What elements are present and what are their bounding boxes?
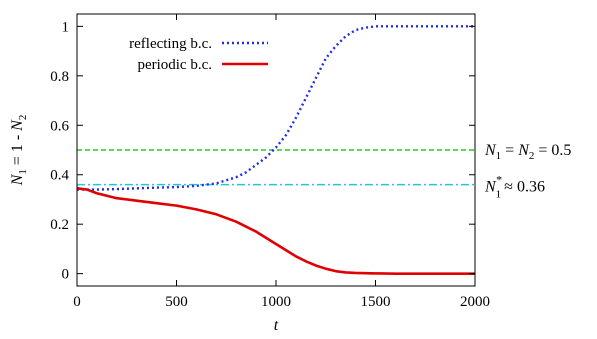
y-axis-label-n2: N xyxy=(9,119,26,132)
y-axis-label-sub2: 2 xyxy=(17,115,29,121)
x-tick-label-0: 0 xyxy=(73,294,81,310)
reference-lines xyxy=(77,149,475,186)
y-tick-label-5: 1 xyxy=(62,19,70,35)
legend-label-1: periodic b.c. xyxy=(137,57,212,73)
x-axis-label: t xyxy=(274,317,279,334)
y-tick-label-2: 0.4 xyxy=(50,168,69,184)
series-lines xyxy=(76,25,475,275)
annotation-star: N1* ≈ 0.36 xyxy=(484,173,545,201)
series-line-0 xyxy=(77,25,475,191)
y-tick-label-4: 0.8 xyxy=(50,69,69,85)
y-axis-label-sub1: 1 xyxy=(17,169,29,175)
x-tick-label-1: 500 xyxy=(165,294,188,310)
annotation-half: N1 = N2 = 0.5 xyxy=(484,142,571,162)
legend-label-0: reflecting b.c. xyxy=(129,36,212,52)
y-tick-label-3: 0.6 xyxy=(50,118,69,134)
y-axis-label-n1: N xyxy=(9,173,26,186)
x-tick-label-3: 1500 xyxy=(361,294,391,310)
series-line-1 xyxy=(76,187,475,275)
x-tick-label-2: 1000 xyxy=(261,294,291,310)
y-tick-label-1: 0.2 xyxy=(50,217,69,233)
y-tick-label-0: 0 xyxy=(62,267,70,283)
y-axis-label: N1 = 1 - N2 xyxy=(9,115,29,187)
y-axis-label-mid: = 1 - xyxy=(9,131,26,169)
axis-ticks: 0 500 1000 1500 2000 0 0.2 0.4 0.6 0.8 1 xyxy=(50,14,490,310)
legend: reflecting b.c. periodic b.c. xyxy=(129,36,268,73)
x-tick-label-4: 2000 xyxy=(460,294,490,310)
